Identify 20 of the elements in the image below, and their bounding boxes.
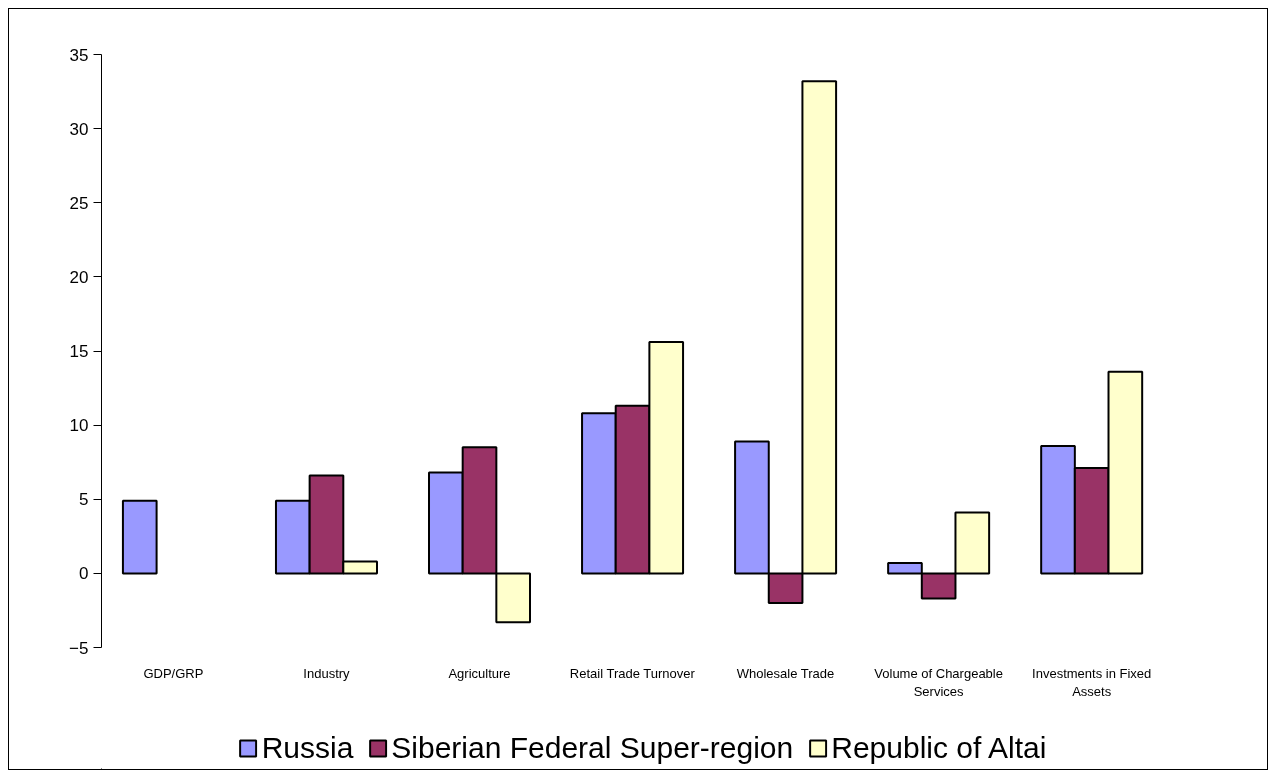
- x-tick-label: Agriculture: [448, 665, 511, 681]
- x-tick-label: Retail Trade Turnover: [569, 665, 696, 681]
- x-tick-label: GDP/GRP: [143, 665, 204, 681]
- y-tick-label: −5: [69, 638, 89, 658]
- legend-label: Republic of Altai: [831, 731, 1047, 765]
- legend-label: Russia: [261, 731, 354, 765]
- y-tick-label: 35: [69, 45, 89, 65]
- x-tick-label: Volume of Chargeable Services: [874, 665, 1003, 699]
- y-tick-label: 25: [69, 193, 89, 213]
- legend-label: Siberian Federal Super-region: [391, 731, 794, 765]
- y-tick-label: 0: [79, 564, 89, 584]
- y-tick-label: 5: [79, 490, 89, 510]
- y-tick-label: 10: [69, 416, 89, 436]
- y-tick-label: 20: [69, 267, 89, 287]
- y-tick-label: 15: [69, 342, 89, 361]
- y-tick-label: 30: [69, 119, 89, 139]
- x-tick-label: Wholesale Trade: [736, 665, 835, 681]
- bar: [121, 499, 158, 575]
- x-tick-label: Investments in Fixed Assets: [1032, 665, 1152, 699]
- x-tick-label: Industry: [303, 665, 351, 681]
